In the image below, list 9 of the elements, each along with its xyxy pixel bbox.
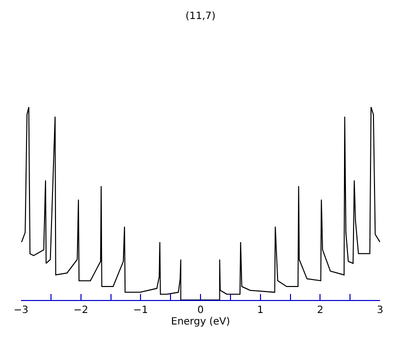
x-axis-title: Energy (eV) — [171, 316, 230, 328]
x-tick-label: 2 — [316, 305, 324, 316]
x-tick-label: −2 — [73, 305, 88, 316]
x-tick-label: 0 — [197, 305, 204, 316]
x-tick-label: 3 — [376, 305, 384, 316]
x-tick-label: −3 — [14, 305, 28, 316]
chart-title: (11,7) — [185, 11, 216, 22]
x-tick-label: 1 — [257, 305, 264, 316]
x-tick-label: −1 — [133, 305, 148, 316]
